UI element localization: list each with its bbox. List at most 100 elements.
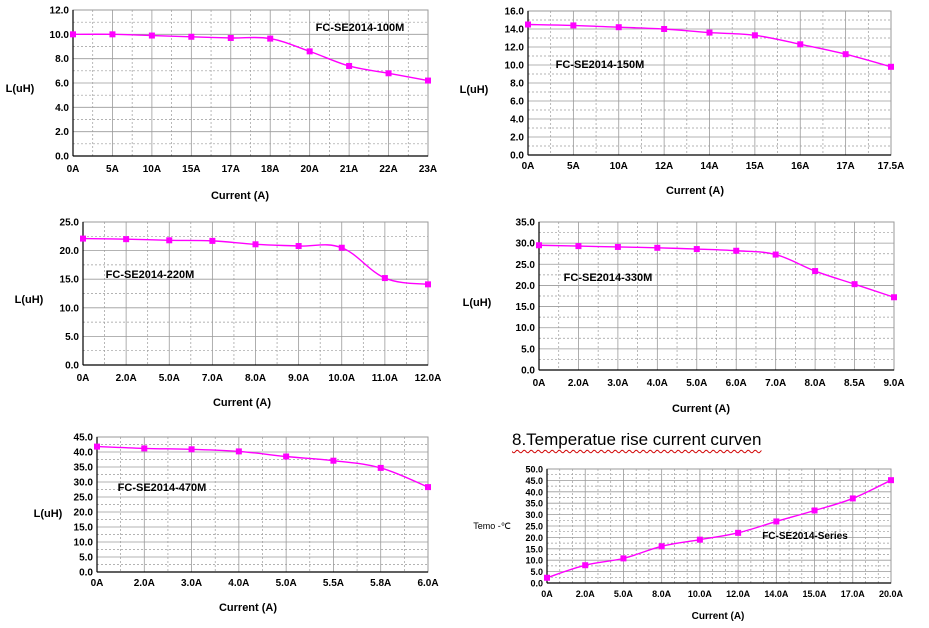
x-tick-label: 11.0A — [372, 373, 398, 384]
x-tick-label: 3.0A — [181, 578, 202, 589]
x-axis-label: Current (A) — [692, 611, 745, 622]
data-point — [94, 443, 100, 450]
y-tick-label: 10.0 — [505, 61, 525, 72]
data-point — [141, 445, 148, 452]
x-tick-label: 5.5A — [323, 578, 344, 589]
chart-title: FC-SE2014-470M — [118, 482, 207, 494]
data-point — [812, 268, 819, 275]
y-tick-label: 50.0 — [525, 465, 543, 475]
x-tick-label: 7.0A — [202, 373, 223, 384]
x-tick-label: 15.0A — [803, 589, 828, 599]
data-point — [851, 281, 858, 288]
y-axis-label: Temo -℃ — [473, 521, 511, 531]
x-tick-label: 0A — [522, 161, 535, 172]
series-line — [96, 445, 429, 488]
x-tick-label: 12.0A — [415, 373, 442, 384]
x-tick-label: 6.0A — [417, 578, 438, 589]
y-tick-label: 0.0 — [521, 366, 535, 377]
data-point — [849, 495, 856, 502]
x-axis-label: Current (A) — [672, 403, 730, 415]
y-axis-label: L(uH) — [34, 508, 63, 520]
data-point — [109, 31, 116, 38]
data-point — [620, 555, 627, 562]
x-tick-label: 20.0A — [879, 589, 904, 599]
y-tick-label: 2.0 — [510, 133, 524, 144]
y-tick-label: 25.0 — [74, 493, 94, 504]
x-tick-label: 0A — [541, 589, 553, 599]
x-tick-label: 5.0A — [614, 589, 634, 599]
y-tick-label: 6.0 — [510, 97, 524, 108]
x-tick-label: 20A — [300, 164, 318, 175]
data-point — [283, 453, 290, 460]
data-point — [654, 244, 661, 251]
data-point — [385, 70, 392, 77]
x-tick-label: 22A — [379, 164, 397, 175]
y-tick-label: 5.0 — [79, 553, 93, 564]
x-tick-label: 5.8A — [370, 578, 391, 589]
data-point — [772, 251, 779, 258]
data-point — [330, 457, 337, 464]
data-point — [615, 24, 622, 31]
data-point — [338, 244, 345, 251]
y-tick-label: 10.0 — [74, 538, 94, 549]
x-axis-label: Current (A) — [666, 185, 724, 197]
data-point — [582, 562, 589, 569]
x-axis-label: Current (A) — [211, 190, 269, 202]
data-point — [544, 574, 550, 581]
x-tick-label: 8.0A — [805, 378, 826, 389]
y-tick-label: 12.0 — [50, 6, 70, 17]
y-tick-label: 4.0 — [55, 103, 69, 114]
x-tick-label: 9.0A — [288, 373, 309, 384]
x-tick-label: 12A — [655, 161, 673, 172]
y-tick-label: 10.0 — [525, 556, 543, 566]
x-tick-label: 8.0A — [245, 373, 266, 384]
data-point — [693, 246, 700, 253]
data-point — [188, 446, 195, 453]
x-tick-label: 21A — [340, 164, 358, 175]
y-axis-label: L(uH) — [463, 297, 492, 309]
series-line — [546, 479, 892, 579]
x-axis-label: Current (A) — [213, 397, 271, 409]
data-point — [706, 29, 713, 36]
y-tick-label: 0.0 — [55, 152, 69, 163]
data-point — [267, 35, 274, 42]
chart-1: 0.0 2.0 4.0 6.0 8.0 10.0 12.0 0A 5A 10A 15A 17A 18A 2… — [6, 6, 438, 203]
y-tick-label: 14.0 — [505, 25, 525, 36]
y-tick-label: 40.0 — [525, 487, 543, 497]
data-point — [842, 51, 849, 58]
y-tick-label: 25.0 — [60, 218, 80, 229]
x-tick-label: 0A — [91, 578, 104, 589]
y-tick-label: 4.0 — [510, 115, 524, 126]
x-tick-label: 9.0A — [883, 378, 904, 389]
x-tick-label: 8.0A — [652, 589, 672, 599]
y-tick-label: 10.0 — [50, 30, 70, 41]
y-tick-label: 35.0 — [74, 463, 94, 474]
data-point — [797, 41, 804, 48]
chart-6: 0.0 5.010.0 15.020.025.0 30.035.0 40.045.050… — [473, 465, 903, 623]
data-point — [188, 33, 195, 40]
data-point — [381, 275, 388, 282]
x-tick-label: 10A — [143, 164, 161, 175]
y-tick-label: 15.0 — [60, 275, 80, 286]
data-point — [536, 242, 542, 249]
y-tick-label: 5.0 — [530, 567, 543, 577]
data-point — [751, 32, 758, 39]
data-point — [166, 237, 173, 244]
x-tick-label: 5A — [567, 161, 580, 172]
y-tick-label: 15.0 — [525, 544, 543, 554]
y-tick-label: 45.0 — [525, 476, 543, 486]
x-tick-label: 10A — [610, 161, 628, 172]
data-point — [425, 77, 431, 84]
chart-title: FC-SE2014-100M — [316, 22, 405, 34]
data-point — [735, 529, 742, 536]
x-tick-label: 2.0A — [134, 578, 155, 589]
chart-title: FC-SE2014-150M — [556, 59, 645, 71]
x-tick-label: 2.0A — [576, 589, 596, 599]
x-tick-label: 17A — [222, 164, 240, 175]
x-tick-label: 17.5A — [878, 161, 905, 172]
data-point — [209, 237, 216, 244]
x-tick-label: 0A — [77, 373, 90, 384]
y-tick-label: 0.0 — [65, 361, 79, 372]
data-point — [70, 31, 76, 38]
chart-3: 0.0 5.0 10.0 15.0 20.0 25.0 0A 2.0A 5.0A 7.0A 8.0A… — [15, 218, 442, 410]
